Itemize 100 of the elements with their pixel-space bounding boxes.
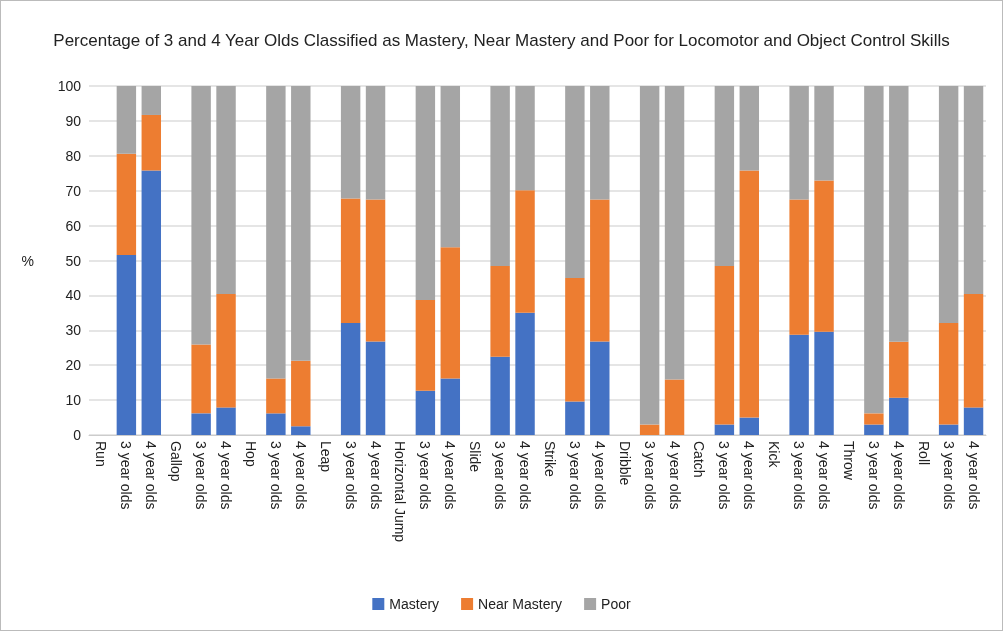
bar: [938, 424, 959, 435]
text: Throw: [840, 441, 857, 481]
bar: [116, 86, 137, 154]
bar: [490, 86, 510, 267]
bar: [141, 86, 162, 115]
legend-label: Poor: [601, 596, 632, 612]
bar: [415, 390, 436, 435]
x-tick-label: 3 year olds: [193, 441, 210, 510]
text: Slide: [467, 441, 484, 473]
y-tick-label: 30: [65, 322, 82, 339]
bar: [864, 413, 884, 425]
x-tick-label: 4 year olds: [367, 441, 384, 510]
bar: [191, 86, 211, 345]
x-tick-label: 3 year olds: [791, 441, 808, 510]
x-tick-label: 3 year olds: [342, 441, 359, 510]
bar: [440, 247, 461, 379]
bar: [814, 331, 834, 435]
bar: [116, 153, 137, 255]
bar: [565, 86, 585, 278]
bar: [515, 312, 535, 435]
x-tick-label: 3 year olds: [566, 441, 583, 510]
bar: [739, 86, 760, 171]
bar: [714, 424, 735, 435]
bar: [814, 180, 834, 332]
text: Hop: [242, 441, 259, 467]
x-tick-label: 4 year olds: [517, 441, 534, 510]
text: Dribble: [616, 441, 633, 486]
y-tick-label: 10: [65, 392, 82, 409]
text: Run: [93, 441, 110, 467]
legend-label: Near Mastery: [478, 596, 563, 612]
bar: [889, 397, 909, 435]
bar: [216, 294, 236, 408]
x-tick-label: 3 year olds: [940, 441, 957, 510]
bar: [266, 86, 286, 379]
bar: [789, 334, 809, 435]
bar: [291, 360, 311, 427]
y-tick-label: 50: [65, 252, 82, 269]
text: Kick: [766, 441, 783, 469]
bar: [515, 86, 535, 191]
bar: [266, 378, 286, 414]
bar: [116, 254, 137, 435]
x-tick-label: 4 year olds: [218, 441, 235, 510]
bar: [216, 407, 236, 435]
bar: [590, 199, 610, 342]
bar: [789, 86, 809, 200]
bar: [415, 86, 436, 300]
y-tick-label: 70: [65, 182, 82, 199]
bar: [515, 190, 535, 313]
bar: [191, 344, 211, 414]
bar: [141, 114, 162, 171]
x-tick-label: 3 year olds: [641, 441, 658, 510]
bar: [639, 86, 660, 425]
bar: [565, 401, 585, 435]
bar: [814, 86, 834, 181]
bar: [789, 199, 809, 335]
y-tick-label: 80: [65, 147, 82, 164]
bar: [590, 86, 610, 200]
bar: [664, 86, 685, 380]
bar: [889, 86, 909, 342]
bar: [340, 198, 361, 323]
bar: [340, 322, 361, 435]
text: Gallop: [168, 441, 185, 482]
bar: [714, 266, 735, 425]
x-tick-label: 4 year olds: [890, 441, 907, 510]
bar: [739, 170, 760, 418]
bar: [739, 417, 760, 435]
y-tick-label: 20: [65, 357, 82, 374]
bar: [963, 407, 984, 435]
bar: [266, 413, 286, 435]
bar: [490, 356, 510, 435]
y-tick-label: 0: [73, 427, 82, 443]
bar: [889, 341, 909, 398]
x-tick-label: 3 year olds: [267, 441, 284, 510]
bar: [864, 86, 884, 414]
bar: [963, 86, 984, 294]
bar: [864, 424, 884, 435]
bar: [938, 322, 959, 425]
bar: [565, 277, 585, 402]
bar: [141, 170, 162, 435]
x-tick-label: 3 year olds: [492, 441, 509, 510]
bar: [938, 86, 959, 323]
x-tick-label: 4 year olds: [591, 441, 608, 510]
bar: [291, 426, 311, 435]
legend-label: Mastery: [389, 596, 440, 612]
bar: [291, 86, 311, 361]
x-tick-label: 4 year olds: [143, 441, 160, 510]
x-tick-label: 3 year olds: [417, 441, 434, 510]
y-tick-label: 40: [65, 287, 82, 304]
text: Catch: [691, 441, 708, 478]
bar: [590, 341, 610, 435]
bar: [365, 86, 386, 200]
bar: [440, 378, 461, 435]
text: Roll: [915, 441, 932, 466]
bar: [963, 294, 984, 408]
x-tick-label: 3 year olds: [716, 441, 733, 510]
text: Strike: [541, 441, 558, 477]
y-tick-label: 90: [65, 112, 82, 129]
bar: [664, 379, 685, 435]
text: Horizontal Jump: [392, 441, 409, 543]
bar: [365, 199, 386, 342]
